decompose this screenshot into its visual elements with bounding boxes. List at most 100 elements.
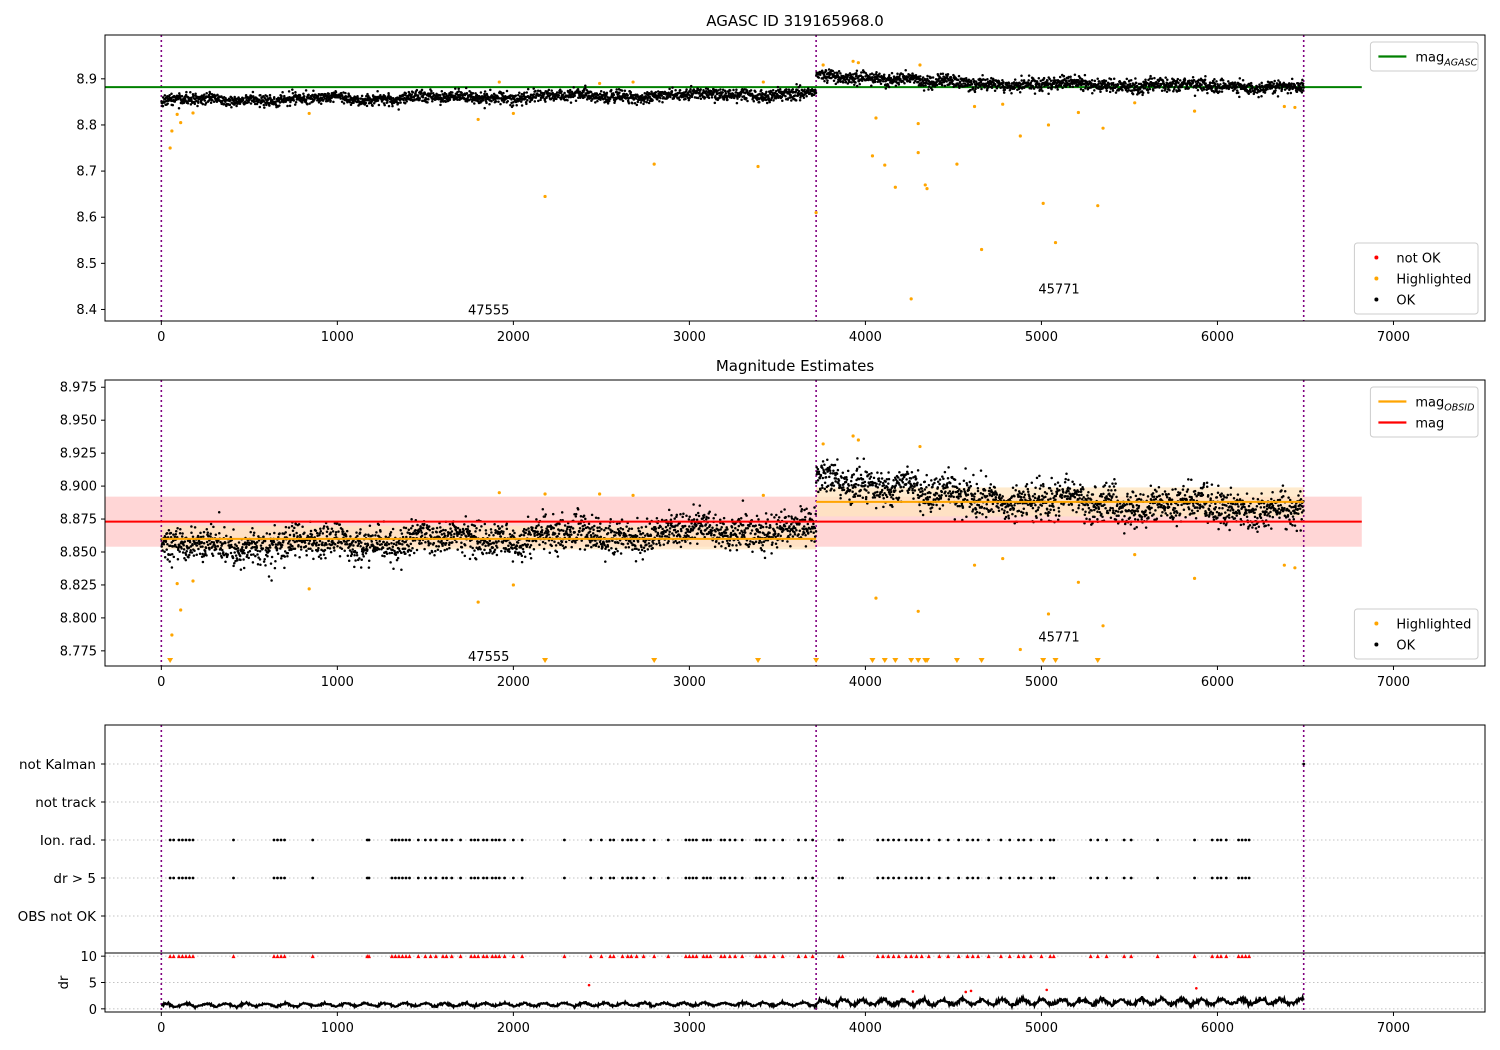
ok-point: [591, 98, 594, 101]
ok-point: [205, 528, 209, 531]
ok-point: [227, 541, 230, 544]
ok-point: [1099, 90, 1102, 94]
ok-point: [420, 531, 423, 534]
ok-point: [342, 102, 346, 105]
ok-point: [765, 90, 768, 94]
ok-point: [416, 94, 420, 97]
ok-point: [474, 558, 478, 561]
ok-point: [669, 95, 672, 99]
ok-point: [929, 76, 933, 79]
ok-point: [276, 543, 279, 546]
ok-point: [410, 96, 413, 99]
ok-point: [318, 532, 321, 535]
ok-point: [1252, 92, 1256, 96]
ok-point: [768, 100, 771, 104]
ok-point: [746, 99, 749, 103]
ok-point: [508, 550, 511, 553]
ok-point: [596, 93, 600, 97]
ok-point: [787, 88, 791, 91]
ok-point: [411, 547, 414, 550]
ok-point: [251, 561, 255, 564]
ok-point: [492, 533, 495, 537]
ok-point: [387, 93, 390, 97]
obsid-annotation: 47555: [468, 303, 509, 318]
ok-point: [1019, 83, 1023, 86]
highlighted-point: [652, 162, 656, 166]
ok-point: [627, 102, 631, 105]
ok-point: [165, 532, 169, 535]
ok-point: [520, 554, 524, 558]
ok-point: [165, 548, 168, 551]
ok-point: [427, 98, 430, 101]
ok-point: [834, 82, 838, 86]
ok-point: [334, 90, 338, 94]
ok-point: [1062, 74, 1066, 78]
ok-point: [395, 543, 398, 547]
ok-point: [508, 533, 512, 536]
ok-point: [550, 544, 553, 548]
ok-point: [224, 541, 227, 545]
ok-point: [211, 98, 214, 102]
ok-point: [174, 529, 178, 533]
ok-point: [207, 534, 210, 537]
ok-point: [332, 541, 335, 545]
ok-point: [389, 561, 392, 564]
ok-point: [532, 93, 536, 96]
ok-point: [660, 94, 664, 97]
highlighted-point: [883, 163, 887, 167]
ok-point: [166, 102, 169, 105]
ok-point: [1204, 75, 1207, 78]
ok-point: [502, 100, 506, 104]
ok-point: [233, 562, 236, 565]
ok-point: [1175, 84, 1178, 87]
ok-point: [247, 100, 250, 104]
ok-point: [283, 94, 286, 98]
ok-point: [919, 75, 922, 78]
ok-point: [505, 527, 509, 531]
ok-point: [878, 72, 881, 75]
ok-point: [189, 103, 193, 106]
ok-point: [408, 92, 411, 96]
ok-point: [543, 515, 547, 518]
ok-point: [478, 541, 482, 544]
ok-point: [883, 76, 886, 80]
ok-point: [544, 513, 547, 516]
ok-point: [1270, 81, 1274, 84]
ok-point: [935, 83, 939, 87]
ok-point: [789, 93, 792, 97]
ok-point: [1236, 91, 1240, 95]
ok-point: [939, 72, 943, 76]
ok-point: [767, 97, 771, 101]
ok-point: [287, 90, 291, 93]
ok-point: [1301, 89, 1305, 92]
ok-point: [920, 78, 924, 81]
ok-point: [466, 96, 470, 99]
ok-point: [448, 98, 452, 102]
ok-point: [283, 550, 287, 553]
ok-point: [407, 528, 411, 531]
ok-point: [204, 546, 208, 550]
ok-point: [208, 92, 212, 95]
ok-point: [558, 88, 562, 92]
ok-point: [561, 93, 565, 97]
ok-point: [526, 87, 530, 91]
ok-point: [209, 532, 212, 536]
ok-point: [713, 101, 717, 105]
ok-point: [500, 549, 503, 553]
ok-point: [1108, 90, 1112, 94]
ok-point: [817, 76, 821, 79]
ok-point: [343, 540, 346, 543]
ok-point: [829, 71, 832, 75]
ok-point: [299, 548, 303, 551]
ok-point: [511, 104, 515, 107]
ok-point: [1150, 77, 1154, 80]
ok-point: [1013, 78, 1017, 81]
ok-point: [528, 552, 532, 555]
ok-point: [321, 541, 324, 544]
ok-point: [1218, 90, 1221, 93]
ok-point: [364, 552, 368, 555]
ok-point: [353, 565, 356, 569]
ok-point: [259, 563, 262, 566]
ok-point: [569, 101, 573, 104]
ok-point: [505, 522, 509, 525]
